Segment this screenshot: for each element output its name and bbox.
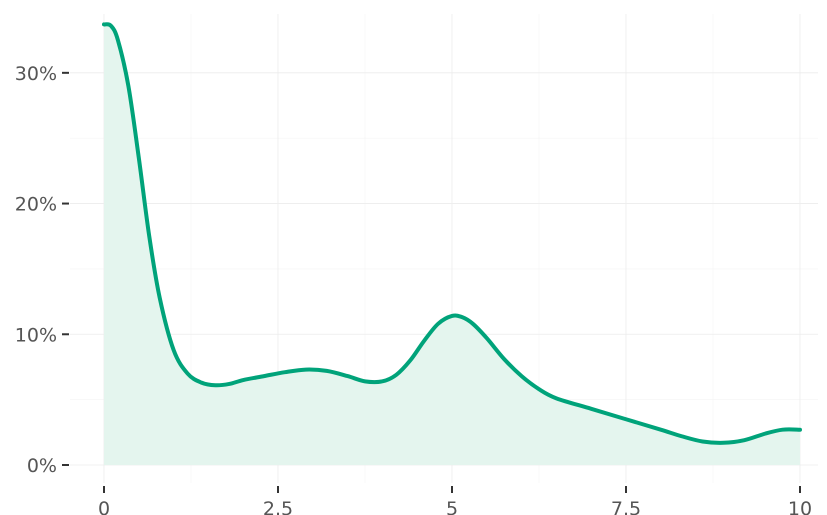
x-tick-label: 2.5 <box>263 498 293 515</box>
x-tick-label: 5 <box>446 498 458 515</box>
density-line <box>102 22 802 445</box>
y-tick-label: 30% <box>15 63 57 85</box>
x-tick-label: 10 <box>788 498 812 515</box>
x-axis: 0 2.5 5 7.5 10 <box>98 486 812 515</box>
x-tick-label: 0 <box>98 498 110 515</box>
x-tick-label: 7.5 <box>611 498 641 515</box>
y-tick-label: 10% <box>15 324 57 346</box>
y-tick-label: 0% <box>27 455 57 477</box>
y-tick-label: 20% <box>15 194 57 216</box>
y-axis: 0% 10% 20% 30% <box>15 63 69 477</box>
density-area <box>104 24 800 466</box>
